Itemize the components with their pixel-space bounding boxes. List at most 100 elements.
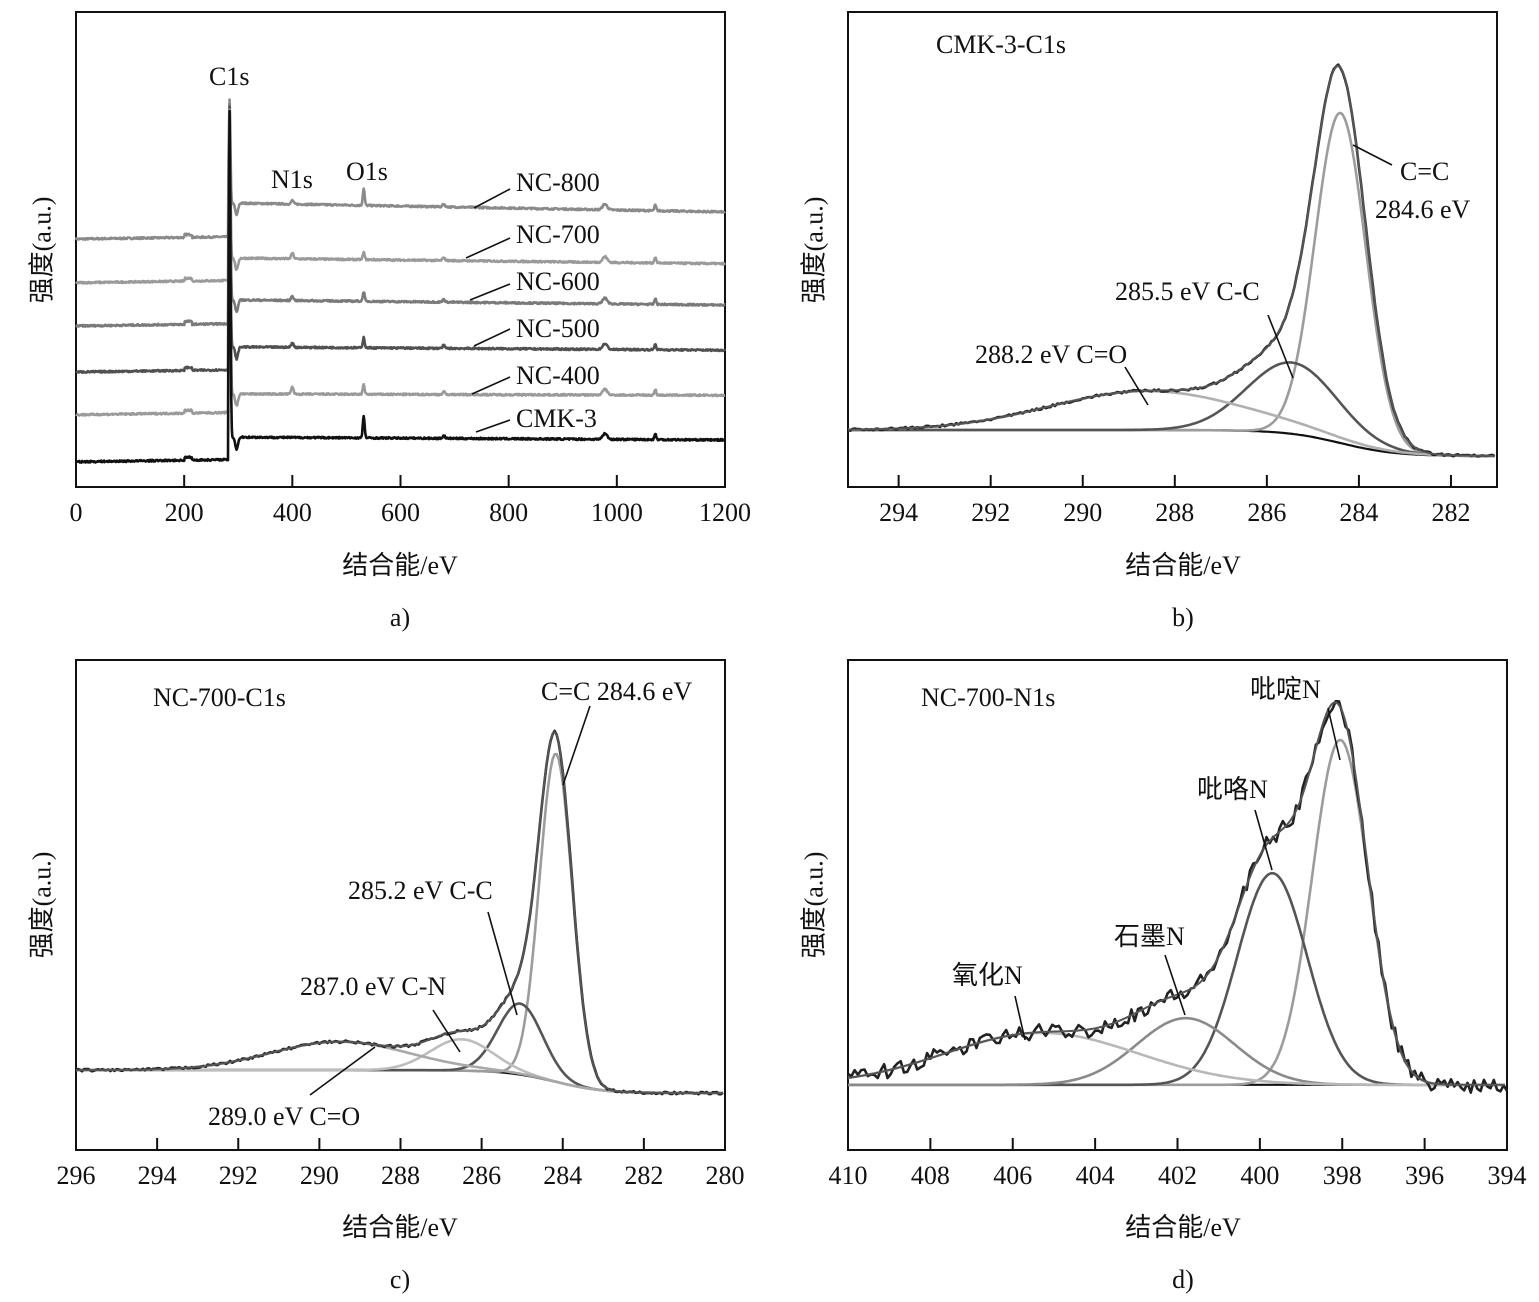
caption-b: b) — [1172, 603, 1194, 632]
annotation-c-cc-single: 285.2 eV C-C — [348, 876, 493, 905]
series-line-nc-500 — [75, 105, 727, 374]
component-curve-氧化N — [847, 1031, 1505, 1087]
series-line-nc-600 — [75, 102, 726, 328]
x-tick-label: 294 — [879, 498, 918, 527]
x-tick-label: 394 — [1488, 1161, 1527, 1190]
panel-title-d: NC-700-N1s — [921, 683, 1056, 712]
x-tick-label: 280 — [706, 1161, 745, 1190]
envelope-fit-line — [848, 64, 1495, 457]
leader-nc-800 — [473, 188, 511, 209]
leader-d-pyrrolic — [1254, 809, 1273, 871]
panel-d-plot: 410 408 406 404 402 400 398 396 394 — [829, 699, 1527, 1190]
leader-b-cc-double — [1352, 144, 1393, 166]
component-curve-C=C — [76, 752, 723, 1095]
x-axis-label-a: 结合能/eV — [342, 551, 458, 580]
envelope-fit-line — [847, 701, 1505, 1086]
peak-label-o1s: O1s — [346, 157, 388, 186]
panel-b-plot: 294 292 290 288 286 284 282 — [847, 63, 1496, 527]
x-tick-label: 282 — [624, 1161, 663, 1190]
x-tick-label: 290 — [1063, 498, 1102, 527]
x-axis-label-d: 结合能/eV — [1125, 1213, 1241, 1242]
leader-c-cc-single — [487, 911, 518, 1016]
leader-d-graphitic — [1164, 954, 1186, 1016]
x-tick-label: 292 — [219, 1161, 258, 1190]
x-axis-label-c: 结合能/eV — [342, 1213, 458, 1242]
legend-label-nc-400: NC-400 — [516, 361, 600, 390]
legend-label-nc-700: NC-700 — [516, 220, 600, 249]
component-curve-吡啶N — [848, 738, 1505, 1087]
leader-nc-700 — [465, 237, 511, 259]
annotation-d-pyridinic: 吡啶N — [1250, 675, 1321, 704]
raw-spectrum-line — [75, 729, 724, 1096]
leader-nc-600 — [469, 283, 511, 301]
series-line-nc-700 — [74, 101, 727, 285]
leader-b-co — [1124, 366, 1149, 406]
x-tick-label: 286 — [462, 1161, 501, 1190]
x-tick-label: 1000 — [591, 498, 643, 527]
panel-title-c: NC-700-C1s — [153, 683, 286, 712]
legend-label-cmk-3: CMK-3 — [516, 404, 597, 433]
x-tick-label: 200 — [165, 498, 204, 527]
x-axis-label-b: 结合能/eV — [1125, 551, 1241, 580]
component-curve-C-C — [76, 1002, 723, 1095]
x-tick-label: 396 — [1405, 1161, 1444, 1190]
x-tick-label: 282 — [1431, 498, 1470, 527]
x-tick-label: 292 — [971, 498, 1010, 527]
y-axis-label-b: 强度(a.u.) — [799, 196, 829, 304]
component-curve-C-C — [848, 361, 1495, 458]
annotation-c-co: 289.0 eV C=O — [208, 1102, 361, 1131]
series-line-nc-400 — [75, 108, 726, 417]
annotation-d-pyrrolic: 吡咯N — [1197, 775, 1268, 804]
series-line-nc-800 — [74, 98, 726, 241]
x-tick-label: 402 — [1158, 1161, 1197, 1190]
x-tick-label: 296 — [57, 1161, 96, 1190]
x-tick-label: 600 — [381, 498, 420, 527]
annotation-d-oxidized: 氧化N — [952, 961, 1023, 990]
annotation-b-cc-double-1: C=C — [1400, 157, 1450, 186]
panel-a-plot: 0 200 400 600 800 1000 1200 — [70, 98, 751, 527]
panel-d-frame — [847, 659, 1508, 1151]
component-curve-石墨N — [848, 1016, 1505, 1087]
series-line-cmk-3 — [75, 109, 726, 464]
x-tick-label: 288 — [1155, 498, 1194, 527]
x-tick-label: 404 — [1076, 1161, 1115, 1190]
x-tick-label: 406 — [993, 1161, 1032, 1190]
leader-c-co — [309, 1046, 376, 1096]
y-axis-label-c: 强度(a.u.) — [27, 851, 57, 959]
raw-spectrum-line — [847, 699, 1509, 1094]
leader-c-cn — [432, 1009, 461, 1053]
leader-cmk-3 — [475, 419, 511, 433]
leader-d-pyridinic — [1327, 707, 1341, 761]
x-tick-label: 400 — [1240, 1161, 1279, 1190]
panel-b-frame — [847, 11, 1498, 488]
x-tick-label: 1200 — [699, 498, 751, 527]
leader-b-cc-single — [1267, 314, 1294, 379]
x-tick-label: 288 — [381, 1161, 420, 1190]
annotation-b-cc-double-2: 284.6 eV — [1375, 195, 1471, 224]
annotation-c-cc-double: C=C 284.6 eV — [541, 677, 693, 706]
panel-a-frame — [75, 11, 726, 488]
y-axis-label-d: 强度(a.u.) — [799, 851, 829, 959]
caption-a: a) — [389, 603, 411, 632]
envelope-fit-line — [76, 731, 723, 1095]
peak-label-c1s: C1s — [209, 62, 250, 91]
annotation-b-cc-single: 285.5 eV C-C — [1115, 277, 1260, 306]
legend-label-nc-800: NC-800 — [516, 168, 600, 197]
x-tick-label: 284 — [543, 1161, 582, 1190]
x-tick-label: 410 — [829, 1161, 868, 1190]
legend-label-nc-600: NC-600 — [516, 267, 600, 296]
annotation-d-graphitic: 石墨N — [1114, 922, 1185, 951]
leader-c-cc-double — [562, 705, 591, 786]
x-tick-label: 286 — [1247, 498, 1286, 527]
y-axis-label-a: 强度(a.u.) — [27, 196, 57, 304]
x-tick-label: 800 — [489, 498, 528, 527]
x-tick-label: 398 — [1323, 1161, 1362, 1190]
fit-baseline — [76, 1069, 723, 1095]
x-tick-label: 0 — [70, 498, 83, 527]
x-tick-label: 290 — [300, 1161, 339, 1190]
caption-c: c) — [389, 1265, 411, 1294]
leader-d-oxidized — [1014, 995, 1026, 1041]
caption-d: d) — [1172, 1265, 1194, 1294]
panel-c-plot: 296 294 292 290 288 286 284 282 280 — [57, 729, 745, 1190]
